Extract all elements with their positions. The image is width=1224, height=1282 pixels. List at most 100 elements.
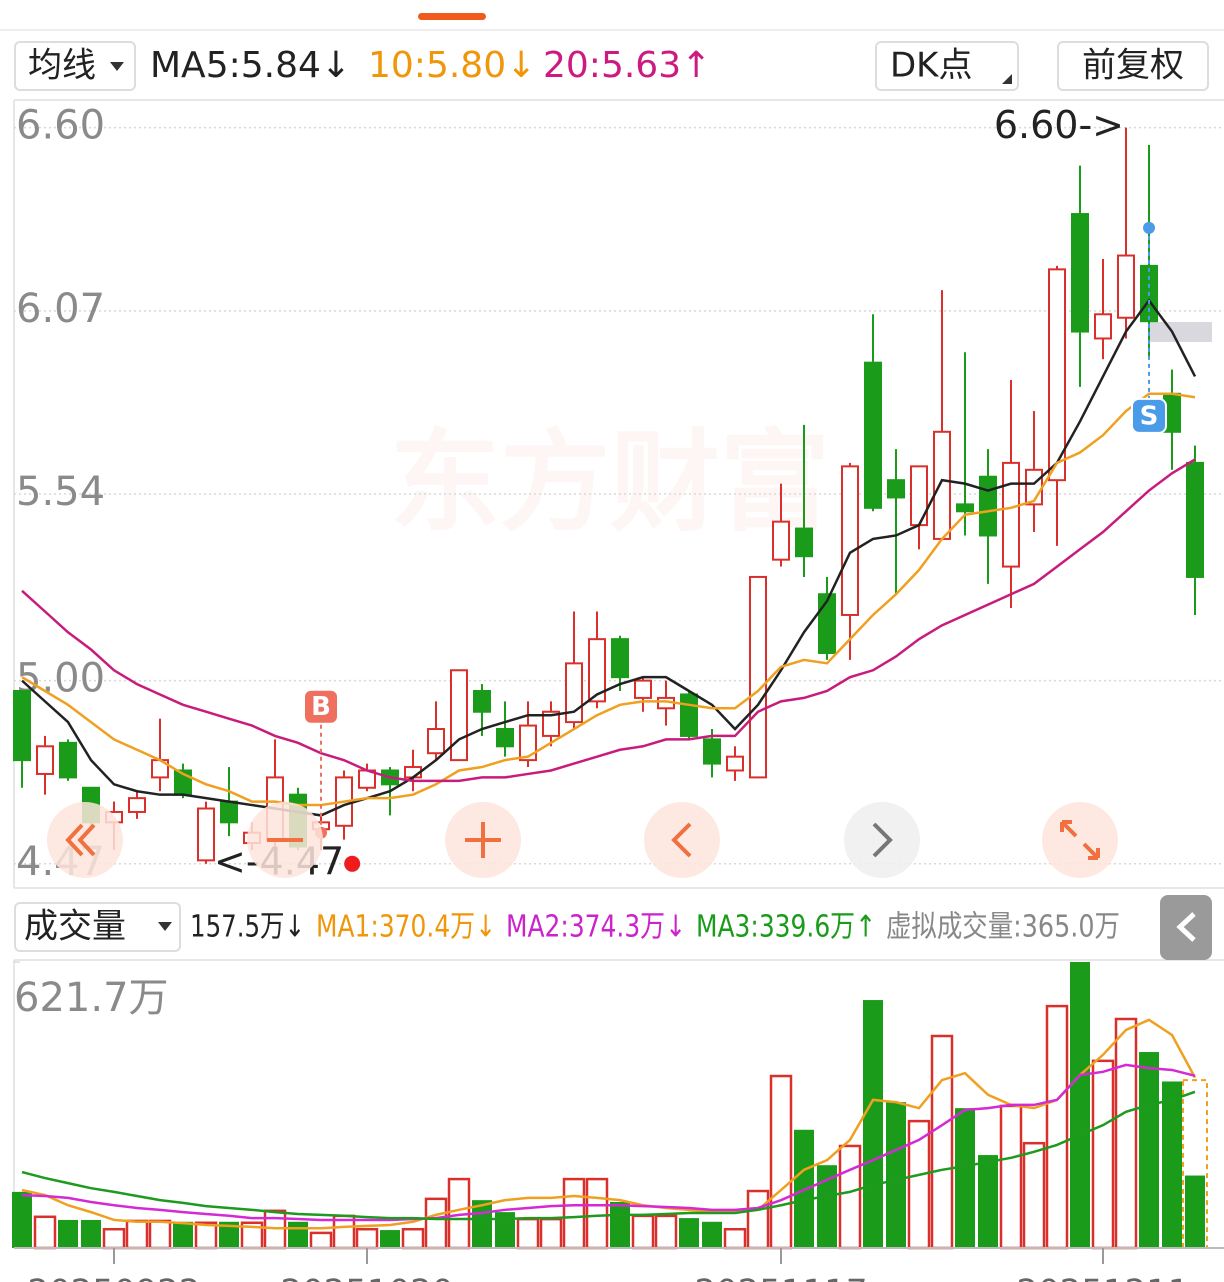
- dropdown-arrow: [110, 62, 124, 71]
- volume-bar: [173, 1221, 193, 1248]
- volume-legend: 157.5万↓: [190, 910, 305, 945]
- volume-bar: [723, 1227, 747, 1250]
- volume-bar: [380, 1230, 400, 1248]
- candle-body: [726, 755, 744, 772]
- dk-button[interactable]: DK点: [875, 41, 1019, 91]
- adjust-label[interactable]: 前复权: [1082, 46, 1184, 86]
- candle-body: [59, 741, 77, 779]
- volume-bar: [978, 1155, 998, 1248]
- volume-bar: [654, 1214, 678, 1250]
- ma-select-label[interactable]: 均线: [28, 46, 96, 86]
- ma-select-box[interactable]: [14, 41, 136, 91]
- candle-body: [128, 797, 146, 813]
- candle-body: [634, 679, 652, 699]
- volume-ma-line: [21, 1063, 1196, 1222]
- adjust-box[interactable]: [1057, 41, 1209, 91]
- ma-legend: 10:5.80↓: [368, 45, 536, 86]
- volume-bar: [1114, 1017, 1138, 1250]
- volume-bar: [769, 1074, 793, 1250]
- volume-bar: [495, 1212, 515, 1248]
- volume-bar: [33, 1215, 57, 1250]
- candle-body: [749, 575, 767, 779]
- dk-box[interactable]: [875, 41, 1019, 91]
- volume-bar: [610, 1201, 630, 1248]
- y-tick-label: 621.7万: [14, 975, 169, 1021]
- marker-label: B: [311, 692, 331, 722]
- dk-label[interactable]: DK点: [890, 46, 972, 86]
- candle-body: [1048, 268, 1066, 482]
- collapse-icon: [1176, 912, 1196, 942]
- candle-body: [1094, 313, 1112, 340]
- candle-body: [220, 800, 238, 824]
- candle-body: [588, 638, 606, 703]
- volume-bar: [102, 1227, 126, 1250]
- candle-body: [933, 430, 951, 540]
- y-tick-label: 6.07: [16, 286, 105, 332]
- candle-body: [496, 728, 514, 748]
- volume-bar: [539, 1217, 563, 1250]
- volume-bar: [288, 1221, 308, 1248]
- candle-body: [13, 690, 31, 762]
- virtual-volume-bar: [1182, 1079, 1208, 1250]
- candle-body: [818, 593, 836, 654]
- candle-body: [1002, 461, 1020, 568]
- candle-body: [36, 745, 54, 775]
- candle-body: [841, 465, 859, 616]
- candle-body: [979, 475, 997, 537]
- collapse-box[interactable]: [1160, 895, 1212, 960]
- volume-bar: [219, 1221, 239, 1248]
- marker-badge: [1131, 397, 1167, 434]
- candle-body: [542, 710, 560, 737]
- volume-bar: [194, 1221, 218, 1250]
- volume-bar: [817, 1165, 837, 1248]
- y-tick-label: 5.54: [16, 469, 105, 515]
- y-tick-label: 6.60: [16, 103, 105, 149]
- nav-next[interactable]: [844, 802, 920, 878]
- candle-body: [680, 693, 698, 737]
- volume-bar: [1185, 1175, 1205, 1248]
- volume-bar: [562, 1177, 586, 1250]
- price-tag: [1150, 322, 1212, 342]
- volume-bar: [886, 1102, 906, 1248]
- ma-line: [21, 458, 1196, 783]
- volume-bar: [1091, 1059, 1115, 1250]
- nav-prev[interactable]: [644, 802, 720, 878]
- volume-bar: [955, 1108, 975, 1248]
- volume-bar: [746, 1189, 770, 1250]
- candle-body: [703, 738, 721, 765]
- ma-line: [21, 392, 1196, 807]
- volume-bar: [401, 1227, 425, 1250]
- adjust-button[interactable]: 前复权: [1057, 41, 1209, 91]
- volume-bar: [1139, 1052, 1159, 1248]
- drag-handle[interactable]: [418, 13, 486, 20]
- volume-title[interactable]: 成交量: [24, 907, 126, 947]
- nav-buttons: [47, 802, 1118, 878]
- volume-select[interactable]: 成交量: [14, 902, 181, 952]
- volume-bar: [309, 1231, 333, 1250]
- volume-bar: [148, 1219, 172, 1250]
- x-tick-label: 20250922: [27, 1273, 200, 1282]
- dropdown-arrow: [158, 922, 172, 931]
- nav-fast-back[interactable]: [47, 802, 123, 878]
- volume-select-box[interactable]: [14, 902, 181, 952]
- volume-ma-line: [21, 1018, 1197, 1230]
- ma-select[interactable]: 均线: [14, 41, 136, 91]
- collapse-button[interactable]: [1160, 895, 1212, 960]
- volume-legend: MA3:339.6万↑: [696, 910, 876, 945]
- candle-body: [450, 669, 468, 762]
- watermark: 东方财富: [390, 418, 830, 546]
- volume-bar: [125, 1219, 149, 1250]
- candle-body: [1071, 213, 1089, 333]
- volume-bar: [863, 1000, 883, 1248]
- volume-legend: 虚拟成交量:365.0万: [886, 910, 1120, 945]
- nav-fullscreen[interactable]: [1042, 802, 1118, 878]
- candle-body: [197, 807, 215, 862]
- candle-body: [887, 479, 905, 499]
- volume-ma-line: [21, 1090, 1196, 1221]
- nav-icon: [1060, 820, 1100, 860]
- marker-label: S: [1140, 401, 1159, 431]
- candle-body: [1186, 461, 1204, 578]
- volume-bar: [424, 1197, 448, 1250]
- candle-body: [1117, 254, 1135, 319]
